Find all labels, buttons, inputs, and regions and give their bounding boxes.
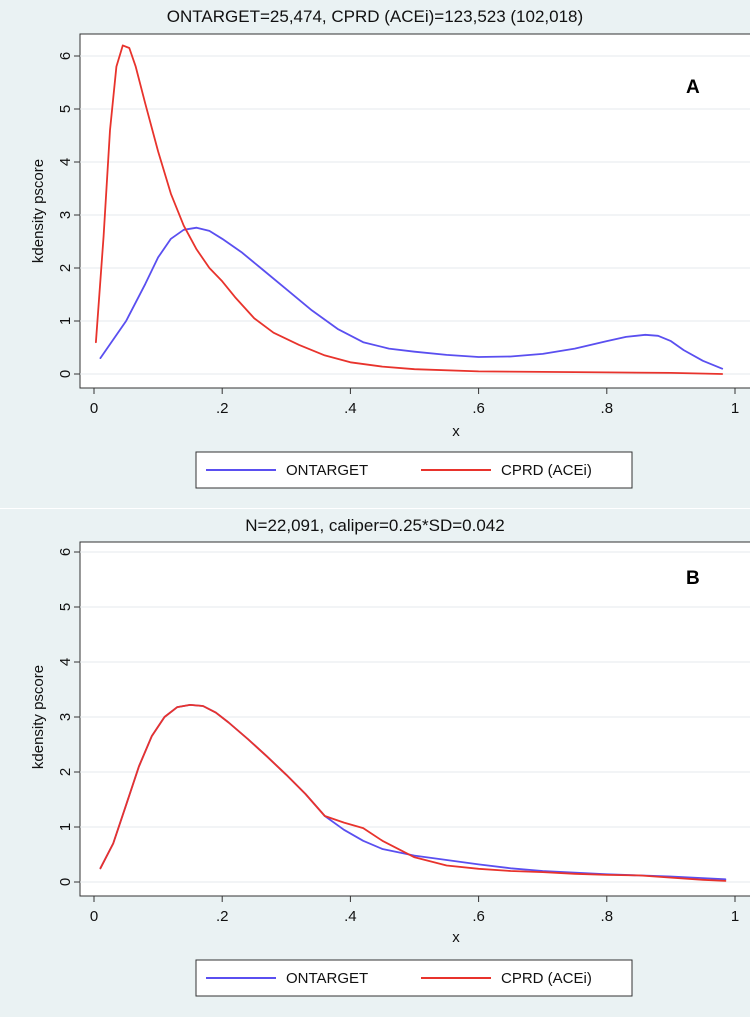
- y-tick-label: 1: [57, 317, 74, 325]
- density-chart-a: ONTARGET=25,474, CPRD (ACEi)=123,523 (10…: [30, 7, 750, 489]
- x-tick-label: .2: [216, 400, 229, 417]
- x-tick-label: 1: [731, 400, 739, 417]
- legend-label: CPRD (ACEi): [501, 462, 592, 479]
- x-tick-label: .6: [472, 908, 485, 925]
- chart-title: N=22,091, caliper=0.25*SD=0.042: [245, 516, 504, 535]
- y-tick-label: 3: [57, 211, 74, 219]
- panel-letter: B: [686, 568, 700, 589]
- y-axis-label: kdensity pscore: [30, 665, 47, 769]
- y-tick-label: 0: [57, 370, 74, 378]
- series-line-cprd-acei: [99, 703, 727, 882]
- x-axis-label: x: [452, 929, 460, 946]
- x-tick-label: 0: [90, 400, 98, 417]
- x-tick-label: .4: [344, 400, 357, 417]
- plot-area: [79, 541, 750, 897]
- x-tick-label: .8: [601, 400, 614, 417]
- y-tick-label: 6: [57, 52, 74, 60]
- x-tick-label: .6: [472, 400, 485, 417]
- y-tick-label: 5: [57, 603, 74, 611]
- series-line-cprd-acei: [95, 44, 724, 375]
- y-tick-label: 0: [57, 878, 74, 886]
- density-chart-b: N=22,091, caliper=0.25*SD=0.042 0 1 2 3 4 5 6 0.…: [30, 516, 750, 997]
- legend-label: CPRD (ACEi): [501, 970, 592, 987]
- x-tick-label: .2: [216, 908, 229, 925]
- chart-panel-a: ONTARGET=25,474, CPRD (ACEi)=123,523 (10…: [0, 0, 750, 508]
- legend-label: ONTARGET: [286, 462, 368, 479]
- series-line-ontarget: [99, 226, 724, 370]
- x-axis-label: x: [452, 423, 460, 440]
- x-tick-label: .4: [344, 908, 357, 925]
- x-tick-label: 0: [90, 908, 98, 925]
- plot-area: [79, 33, 750, 389]
- y-tick-label: 5: [57, 105, 74, 113]
- chart-panel-b: N=22,091, caliper=0.25*SD=0.042 0 1 2 3 4 5 6 0.…: [0, 509, 750, 1017]
- legend-label: ONTARGET: [286, 970, 368, 987]
- y-tick-label: 6: [57, 548, 74, 556]
- x-tick-label: 1: [731, 908, 739, 925]
- y-tick-label: 4: [57, 158, 74, 166]
- x-tick-label: .8: [601, 908, 614, 925]
- y-tick-label: 2: [57, 768, 74, 776]
- chart-title: ONTARGET=25,474, CPRD (ACEi)=123,523 (10…: [167, 7, 583, 26]
- y-tick-label: 1: [57, 823, 74, 831]
- y-tick-label: 4: [57, 658, 74, 666]
- y-tick-label: 2: [57, 264, 74, 272]
- y-axis-label: kdensity pscore: [30, 159, 47, 263]
- y-tick-label: 3: [57, 713, 74, 721]
- panel-letter: A: [686, 77, 700, 98]
